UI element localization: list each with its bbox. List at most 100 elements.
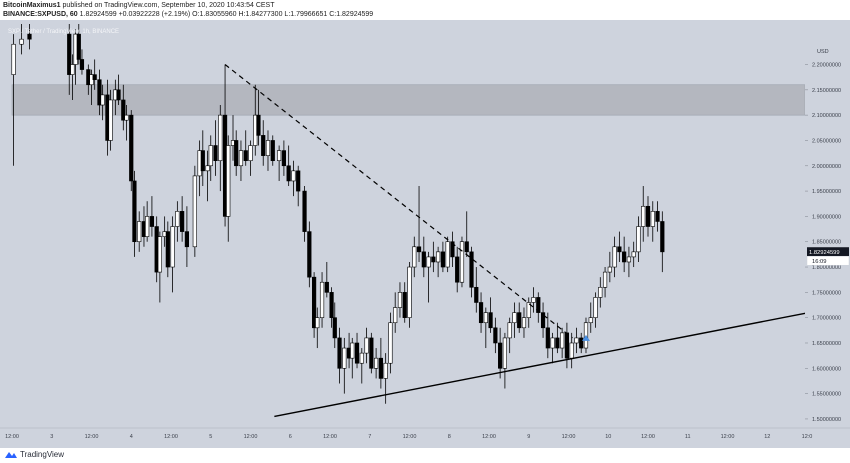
candle[interactable] [157, 231, 162, 303]
candle[interactable] [149, 196, 155, 237]
candle[interactable] [256, 89, 261, 146]
candle[interactable] [493, 317, 498, 354]
candle[interactable] [184, 206, 190, 268]
candle[interactable] [307, 221, 312, 288]
candle[interactable] [108, 89, 113, 151]
candle[interactable] [536, 292, 541, 323]
candle[interactable] [574, 327, 579, 354]
candle[interactable] [234, 130, 239, 176]
candle[interactable] [175, 201, 180, 242]
candle[interactable] [350, 337, 355, 379]
candle[interactable] [315, 307, 320, 349]
candle[interactable] [593, 292, 598, 328]
candle[interactable] [311, 272, 317, 338]
candle[interactable] [426, 251, 431, 303]
candle[interactable] [27, 24, 32, 50]
candle[interactable] [11, 34, 16, 166]
candle[interactable] [121, 84, 126, 131]
candle[interactable] [455, 246, 460, 293]
candle[interactable] [261, 120, 266, 166]
candle[interactable] [364, 327, 369, 364]
candle[interactable] [296, 165, 301, 207]
candle[interactable] [612, 236, 617, 278]
price-axis[interactable] [805, 20, 850, 428]
candle[interactable] [550, 332, 555, 364]
candle[interactable] [397, 282, 403, 318]
candle[interactable] [512, 302, 517, 338]
candle[interactable] [192, 165, 197, 257]
candle[interactable] [319, 272, 325, 328]
candle[interactable] [329, 287, 334, 328]
resistance-zone[interactable] [11, 84, 806, 116]
candle[interactable] [243, 130, 248, 166]
candle[interactable] [560, 327, 565, 359]
candle[interactable] [213, 120, 218, 176]
candle[interactable] [100, 84, 105, 121]
candle[interactable] [180, 196, 185, 242]
candle[interactable] [226, 135, 231, 242]
ascending-trendline[interactable] [274, 306, 835, 418]
candle[interactable] [388, 312, 393, 374]
candle[interactable] [521, 307, 527, 338]
candle[interactable] [359, 348, 364, 384]
candle[interactable] [526, 297, 531, 328]
candle[interactable] [436, 246, 441, 278]
candle[interactable] [208, 135, 213, 181]
candle[interactable] [238, 140, 244, 181]
candle[interactable] [205, 150, 210, 202]
candle[interactable] [79, 49, 85, 75]
candle[interactable] [124, 105, 129, 141]
candle[interactable] [478, 292, 484, 333]
candle[interactable] [641, 186, 646, 242]
candle[interactable] [531, 287, 536, 313]
candle[interactable] [374, 348, 379, 379]
candle[interactable] [507, 317, 512, 354]
candle[interactable] [354, 332, 360, 369]
candle[interactable] [286, 145, 291, 187]
candle[interactable] [474, 267, 479, 313]
candle[interactable] [76, 24, 81, 65]
candle[interactable] [324, 261, 329, 298]
candle[interactable] [517, 302, 522, 333]
candle[interactable] [70, 54, 75, 100]
candle[interactable] [402, 282, 407, 323]
candle[interactable] [407, 261, 412, 328]
candle[interactable] [342, 337, 347, 394]
candle[interactable] [332, 302, 337, 349]
candle[interactable] [440, 241, 445, 273]
candle[interactable] [412, 236, 417, 278]
candle[interactable] [598, 277, 603, 308]
candle[interactable] [617, 231, 622, 262]
candle[interactable] [393, 292, 398, 333]
breakout-arrow-icon[interactable] [581, 334, 590, 341]
candle[interactable] [302, 186, 307, 242]
candle[interactable] [645, 196, 651, 237]
candle[interactable] [277, 145, 282, 181]
candle[interactable] [631, 241, 636, 268]
candle[interactable] [626, 246, 632, 278]
candle[interactable] [459, 236, 465, 288]
candle[interactable] [218, 105, 223, 192]
tradingview-brand[interactable]: TradingView [20, 450, 65, 459]
candle[interactable] [498, 327, 503, 379]
candle[interactable] [421, 236, 426, 278]
candle[interactable] [270, 135, 275, 166]
candle[interactable] [165, 221, 170, 278]
candle[interactable] [655, 201, 660, 232]
candle[interactable] [116, 74, 121, 106]
author-name[interactable]: BitcoinMaximus1 [3, 2, 61, 9]
candle[interactable] [369, 332, 374, 374]
candle[interactable] [540, 302, 546, 338]
price-chart[interactable]: 2.20000000 2.15000000 2.10000000 2.05000000… [0, 20, 850, 448]
candle[interactable] [660, 211, 665, 273]
candle[interactable] [431, 241, 436, 273]
candle[interactable] [170, 216, 175, 293]
candle[interactable] [650, 201, 655, 242]
candle[interactable] [129, 110, 134, 192]
candle[interactable] [483, 307, 488, 349]
candle[interactable] [265, 130, 271, 171]
candle[interactable] [579, 332, 584, 354]
candle[interactable] [248, 140, 253, 176]
candle[interactable] [67, 24, 72, 95]
candle[interactable] [545, 312, 550, 359]
